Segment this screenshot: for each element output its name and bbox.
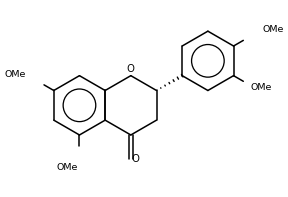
Text: O: O [126, 64, 134, 74]
Text: OMe: OMe [56, 163, 78, 172]
Text: OMe: OMe [5, 70, 26, 79]
Text: OMe: OMe [262, 25, 283, 34]
Text: O: O [132, 154, 140, 164]
Text: OMe: OMe [251, 83, 272, 92]
